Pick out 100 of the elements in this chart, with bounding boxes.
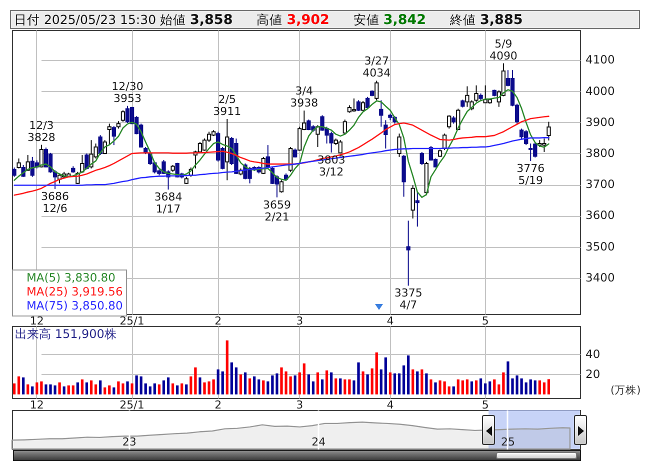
bar (493, 379, 496, 394)
bar (498, 384, 500, 394)
bar (307, 374, 310, 394)
bar (298, 372, 301, 394)
y-tick-label: 4100 (586, 52, 615, 67)
candlestick (125, 105, 130, 124)
bar (162, 380, 166, 394)
y-tick-label: 4000 (586, 84, 615, 98)
bar (194, 367, 197, 394)
candlestick (279, 180, 284, 194)
annotation: 3684 1/17 (154, 190, 182, 216)
bar (144, 383, 147, 394)
bar (416, 371, 419, 394)
candlestick (379, 100, 384, 128)
y-tick-label: 40 (586, 346, 600, 361)
candlestick (288, 146, 293, 172)
bar (112, 387, 116, 394)
bar (94, 384, 98, 394)
bar (104, 387, 106, 394)
bar (67, 385, 70, 394)
text: MA(25) 3,919.56 (26, 284, 123, 298)
candlestick (112, 126, 116, 146)
bar (266, 381, 270, 394)
annotation: 5/9 4090 (489, 37, 518, 62)
bar (126, 381, 129, 394)
bar (180, 383, 184, 394)
x-tick-label: 2 (214, 314, 222, 328)
x-tick-label: 4 (386, 398, 394, 412)
candlestick (120, 110, 126, 122)
bar (108, 385, 111, 394)
bar (130, 383, 134, 394)
bar (456, 379, 460, 394)
annotation: 3659 2/21 (262, 198, 291, 224)
bar (538, 380, 541, 394)
annotation: 3776 5/19 (516, 162, 545, 187)
bar (22, 377, 25, 394)
bar (99, 380, 102, 394)
bar (12, 383, 16, 394)
bar (320, 379, 324, 394)
bar (198, 377, 202, 394)
x-tick-label: 25/1 (120, 398, 144, 412)
candlestick (316, 124, 320, 148)
bar (325, 370, 328, 394)
bar (262, 380, 265, 394)
x-tick-label: 23 (122, 436, 136, 448)
bar (226, 340, 228, 394)
candlestick (447, 114, 452, 130)
x-tick-label: 5 (482, 398, 489, 412)
bar (62, 386, 66, 394)
x-tick-label: 3 (296, 314, 304, 328)
bar (380, 369, 382, 394)
y-tick-label: 3400 (586, 270, 615, 284)
text: MA(75) 3,850.80 (26, 298, 123, 312)
candlestick (48, 152, 53, 174)
bar (312, 381, 315, 394)
bar (430, 379, 432, 394)
bar (234, 367, 238, 394)
candlestick (84, 152, 89, 170)
bar (488, 381, 492, 394)
x-tick-label: 12 (30, 314, 44, 328)
x-tick-label: 25 (500, 436, 515, 448)
bar (547, 379, 550, 394)
bar (339, 378, 342, 394)
bar (452, 386, 455, 394)
candlestick (374, 80, 379, 101)
candlestick (39, 144, 44, 168)
bar (384, 357, 387, 394)
candlestick (338, 140, 342, 154)
bar (72, 385, 74, 394)
bar (176, 385, 179, 394)
candlestick (546, 121, 551, 141)
bar (375, 352, 378, 394)
bar (26, 384, 30, 394)
bar (148, 386, 152, 394)
bar (398, 373, 401, 394)
bar (434, 382, 437, 394)
candlestick (420, 151, 424, 166)
bar (76, 382, 79, 394)
bar (407, 355, 410, 394)
bar (344, 379, 346, 394)
x-tick-label: 4 (386, 314, 394, 328)
candlestick (12, 166, 16, 178)
bar (448, 386, 450, 394)
bar (425, 373, 428, 394)
bar (484, 383, 487, 394)
bar (474, 380, 478, 394)
bar (402, 365, 406, 394)
candlestick (98, 134, 102, 156)
bar (479, 378, 482, 394)
candlestick (528, 143, 533, 162)
candlestick (397, 133, 402, 158)
bar (85, 382, 88, 394)
annotation: 3/4 3938 (290, 84, 318, 110)
y-axis-title: (万株) (610, 384, 641, 396)
candlestick (410, 184, 415, 220)
bar (140, 376, 142, 394)
x-tick-label: 24 (312, 436, 326, 448)
bar (529, 379, 532, 394)
bar (40, 381, 43, 394)
candlestick (298, 126, 302, 152)
